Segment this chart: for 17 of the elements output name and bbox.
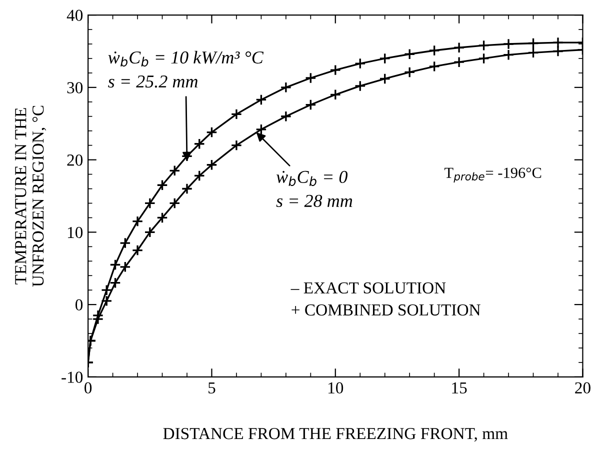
y-tick-label: -10	[62, 372, 83, 383]
x-axis-title: DISTANCE FROM THE FREEZING FRONT, mm	[163, 428, 508, 442]
y-tick-label: 10	[68, 226, 83, 238]
annotation: ẇ$_{b}$C$_{b}$ = 0 s = 28 mm	[276, 170, 352, 208]
annotation: T$_{probe}$= -196°C	[444, 168, 542, 183]
y-tick-label: 0	[76, 299, 83, 311]
x-tick-label: 15	[452, 382, 467, 394]
y-tick-label: 20	[67, 154, 83, 166]
x-tick-label: 0	[84, 382, 92, 394]
y-tick-label: 30	[67, 82, 83, 94]
annotation: ẇ$_{b}$C$_{b}$ = 10 kW/m³ °C s = 25.2 mm	[108, 50, 264, 88]
annotation: – EXACT SOLUTION + COMBINED SOLUTION	[290, 282, 480, 316]
y-tick-label: 40	[66, 10, 83, 21]
x-tick-label: 5	[208, 382, 216, 394]
x-tick-label: 20	[575, 382, 590, 394]
y-axis-title: TEMPERATURE IN THE UNFROZEN REGION, °C	[15, 106, 46, 287]
x-tick-label: 10	[328, 382, 344, 394]
